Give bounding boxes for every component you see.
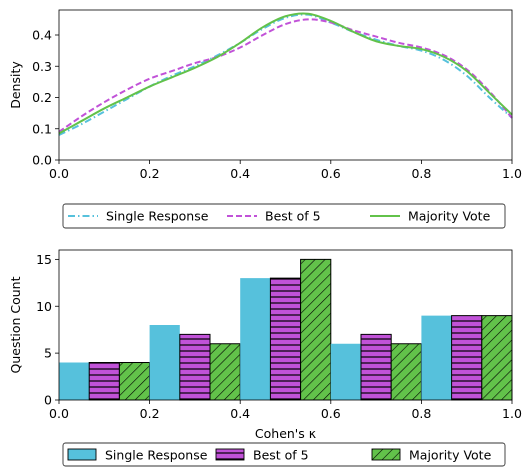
histogram-x-tick-label: 0.0	[49, 406, 69, 421]
histogram-bar-best-of-5-hatch	[451, 315, 482, 400]
histogram-bar-majority-vote-hatch	[481, 315, 512, 400]
histogram-legend-swatch-hatch	[372, 449, 400, 460]
histogram-bar-majority-vote-hatch	[210, 343, 241, 400]
histogram-bar-single-response	[149, 325, 180, 400]
density-x-tick-label: 1.0	[502, 166, 522, 181]
histogram-bar-single-response	[421, 315, 452, 400]
density-chart: 0.0 0.2 0.4 0.6 0.8 1.0 0.0 0.1 0.2 0.3 0.4 Density	[8, 9, 522, 181]
histogram-y-tick-label: 15	[36, 252, 52, 267]
density-y-tick-label: 0.1	[32, 121, 52, 136]
histogram-bar-majority-vote-hatch	[391, 343, 422, 400]
density-y-tick-label: 0.3	[32, 59, 52, 74]
histogram-x-tick-label: 0.8	[411, 406, 431, 421]
density-legend-label: Single Response	[106, 209, 209, 224]
histogram-bar-best-of-5-hatch	[361, 334, 392, 400]
histogram-legend-label: Majority Vote	[409, 448, 492, 463]
histogram-y-tick-label: 0	[44, 393, 52, 408]
density-legend-label: Majority Vote	[408, 209, 491, 224]
density-line-single-response	[58, 13, 513, 136]
density-legend-label: Best of 5	[265, 209, 321, 224]
histogram-bar-single-response	[330, 343, 361, 400]
histogram-x-tick-label: 1.0	[502, 406, 522, 421]
density-legend: Single Response Best of 5 Majority Vote	[62, 203, 506, 229]
histogram-x-axis-label: Cohen's κ	[255, 426, 317, 441]
density-y-axis-label: Density	[8, 61, 23, 109]
histogram-bar-best-of-5-hatch	[179, 334, 210, 400]
density-plot-frame	[58, 9, 513, 161]
density-y-tick-label: 0.2	[32, 90, 52, 105]
histogram-y-tick-label: 5	[44, 346, 52, 361]
density-x-tick-label: 0.4	[230, 166, 250, 181]
density-line-majority-vote	[58, 12, 513, 135]
histogram-bar-majority-vote-hatch	[119, 362, 150, 400]
histogram-plot-frame	[58, 249, 513, 401]
histogram-x-tick-label: 0.4	[230, 406, 250, 421]
histogram-y-tick-label: 10	[36, 299, 52, 314]
histogram-legend: Single Response Best of 5 Majority Vote	[62, 442, 506, 467]
density-legend-frame	[62, 203, 506, 229]
density-x-tick-label: 0.2	[140, 166, 160, 181]
histogram-bar-majority-vote-hatch	[300, 259, 331, 400]
density-x-tick-label: 0.6	[321, 166, 341, 181]
histogram-legend-swatch-hatch	[216, 449, 244, 460]
histogram-bar-single-response	[240, 278, 271, 400]
density-y-tick-label: 0.0	[32, 153, 52, 168]
histogram-legend-label: Single Response	[105, 448, 208, 463]
histogram-bar-best-of-5-hatch	[89, 362, 120, 400]
histogram-y-axis-label: Question Count	[8, 276, 23, 373]
density-y-tick-label: 0.4	[32, 28, 52, 43]
density-x-tick-label: 0.0	[49, 166, 69, 181]
histogram-bar-best-of-5-hatch	[270, 278, 301, 400]
histogram-x-tick-label: 0.6	[321, 406, 341, 421]
histogram-chart: 0.0 0.2 0.4 0.6 0.8 1.0 0 5 10 15 Question Count Co…	[8, 249, 522, 441]
histogram-x-tick-label: 0.2	[140, 406, 160, 421]
histogram-legend-swatch	[67, 448, 97, 461]
histogram-legend-label: Best of 5	[253, 448, 309, 463]
density-x-tick-label: 0.8	[411, 166, 431, 181]
histogram-bar-single-response	[59, 362, 90, 400]
density-line-best-of-5	[58, 18, 513, 133]
